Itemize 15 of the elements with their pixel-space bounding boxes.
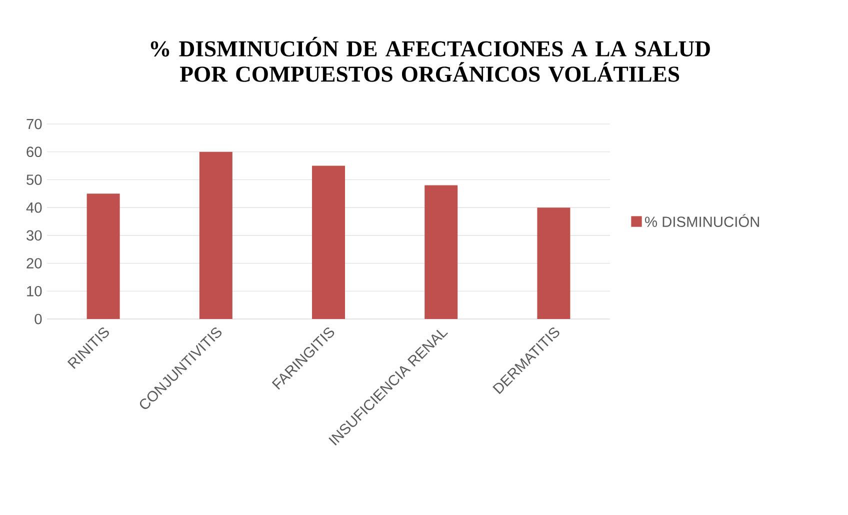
y-tick-label: 40 bbox=[26, 202, 42, 213]
y-tick-label: 0 bbox=[34, 314, 42, 324]
bar bbox=[424, 185, 458, 319]
bar bbox=[199, 152, 232, 319]
chart-title: % DISMINUCIÓN DE AFECTACIONES A LA SALUD POR COMPUESTOS ORGÁNICOS VOLÁTILES bbox=[150, 36, 710, 82]
y-tick-label: 30 bbox=[26, 230, 42, 241]
legend-label: % DISMINUCIÓN bbox=[645, 214, 759, 228]
bar bbox=[312, 166, 346, 319]
y-tick-label: 70 bbox=[26, 118, 42, 130]
bar bbox=[86, 194, 120, 319]
y-tick-label: 60 bbox=[26, 146, 42, 158]
bar bbox=[537, 208, 570, 319]
y-tick-label: 50 bbox=[26, 174, 42, 185]
y-tick-label: 20 bbox=[26, 258, 42, 268]
y-tick-label: 10 bbox=[27, 286, 42, 296]
